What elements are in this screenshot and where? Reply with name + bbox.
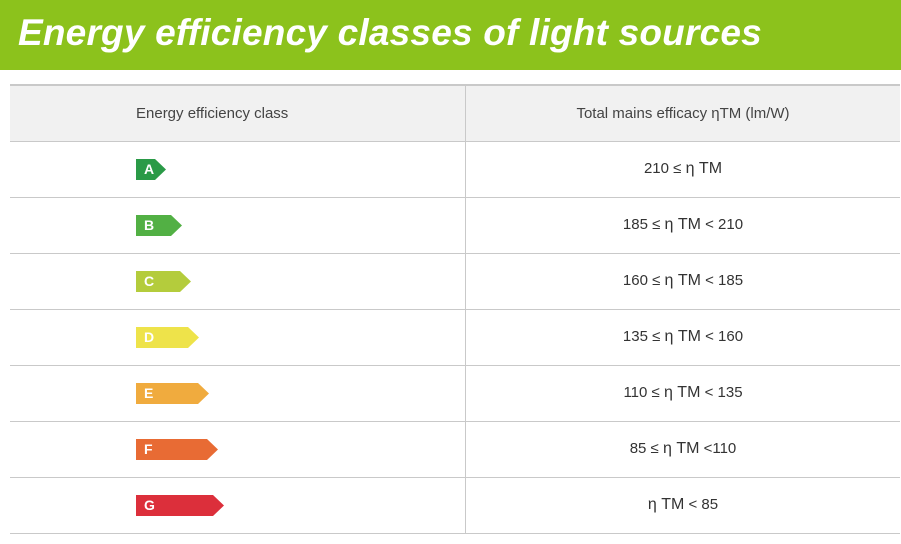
table-row: B 185 ≤ η TM < 210 [10, 198, 900, 254]
efficacy-range: 110 ≤ η TM < 135 [466, 384, 900, 402]
page-title: Energy efficiency classes of light sourc… [18, 12, 762, 53]
lower-bound: 110 ≤ [623, 384, 660, 401]
lower-bound: 185 ≤ [622, 216, 661, 233]
title-banner: Energy efficiency classes of light sourc… [0, 0, 901, 70]
lower-bound: 160 ≤ [622, 272, 661, 289]
class-badge-d: D [136, 327, 199, 348]
table-row: A 210 ≤ η TM [10, 142, 900, 198]
efficacy-range: 135 ≤ η TM < 160 [466, 328, 900, 346]
table-row: D 135 ≤ η TM < 160 [10, 310, 900, 366]
upper-bound: < 160 [705, 328, 744, 345]
eta-symbol: η TM [662, 440, 700, 457]
lower-bound: 135 ≤ [622, 328, 661, 345]
eta-symbol: η TM [685, 160, 723, 177]
class-badge-g: G [136, 495, 224, 516]
table-row: E 110 ≤ η TM < 135 [10, 366, 900, 422]
table-header: Energy efficiency class Total mains effi… [10, 86, 900, 142]
eta-symbol: η TM [664, 272, 701, 289]
eta-symbol: η TM [664, 328, 701, 345]
eta-symbol: η TM [663, 384, 701, 401]
header-class: Energy efficiency class [136, 105, 289, 122]
upper-bound: < 135 [704, 384, 743, 401]
class-badge-a: A [136, 159, 166, 180]
class-badge-b: B [136, 215, 182, 236]
efficacy-range: 210 ≤ η TM [466, 160, 900, 178]
upper-bound: < 85 [688, 496, 719, 513]
class-badge-e: E [136, 383, 209, 404]
table-row: G η TM < 85 [10, 478, 900, 534]
eta-symbol: η TM [647, 496, 685, 513]
upper-bound: < 185 [705, 272, 744, 289]
header-efficacy: Total mains efficacy ηTM (lm/W) [576, 105, 790, 122]
efficacy-range: 185 ≤ η TM < 210 [466, 216, 900, 234]
upper-bound: <110 [703, 440, 737, 457]
table-row: F 85 ≤ η TM <110 [10, 422, 900, 478]
efficacy-range: η TM < 85 [466, 496, 900, 514]
class-badge-c: C [136, 271, 191, 292]
upper-bound: < 210 [705, 216, 744, 233]
lower-bound: 85 ≤ [629, 440, 659, 457]
efficiency-table: Energy efficiency class Total mains effi… [10, 84, 900, 534]
column-divider [465, 86, 466, 534]
class-badge-f: F [136, 439, 218, 460]
efficacy-range: 160 ≤ η TM < 185 [466, 272, 900, 290]
efficacy-range: 85 ≤ η TM <110 [466, 440, 900, 458]
lower-bound: 210 ≤ [643, 160, 682, 177]
table-row: C 160 ≤ η TM < 185 [10, 254, 900, 310]
eta-symbol: η TM [664, 216, 701, 233]
